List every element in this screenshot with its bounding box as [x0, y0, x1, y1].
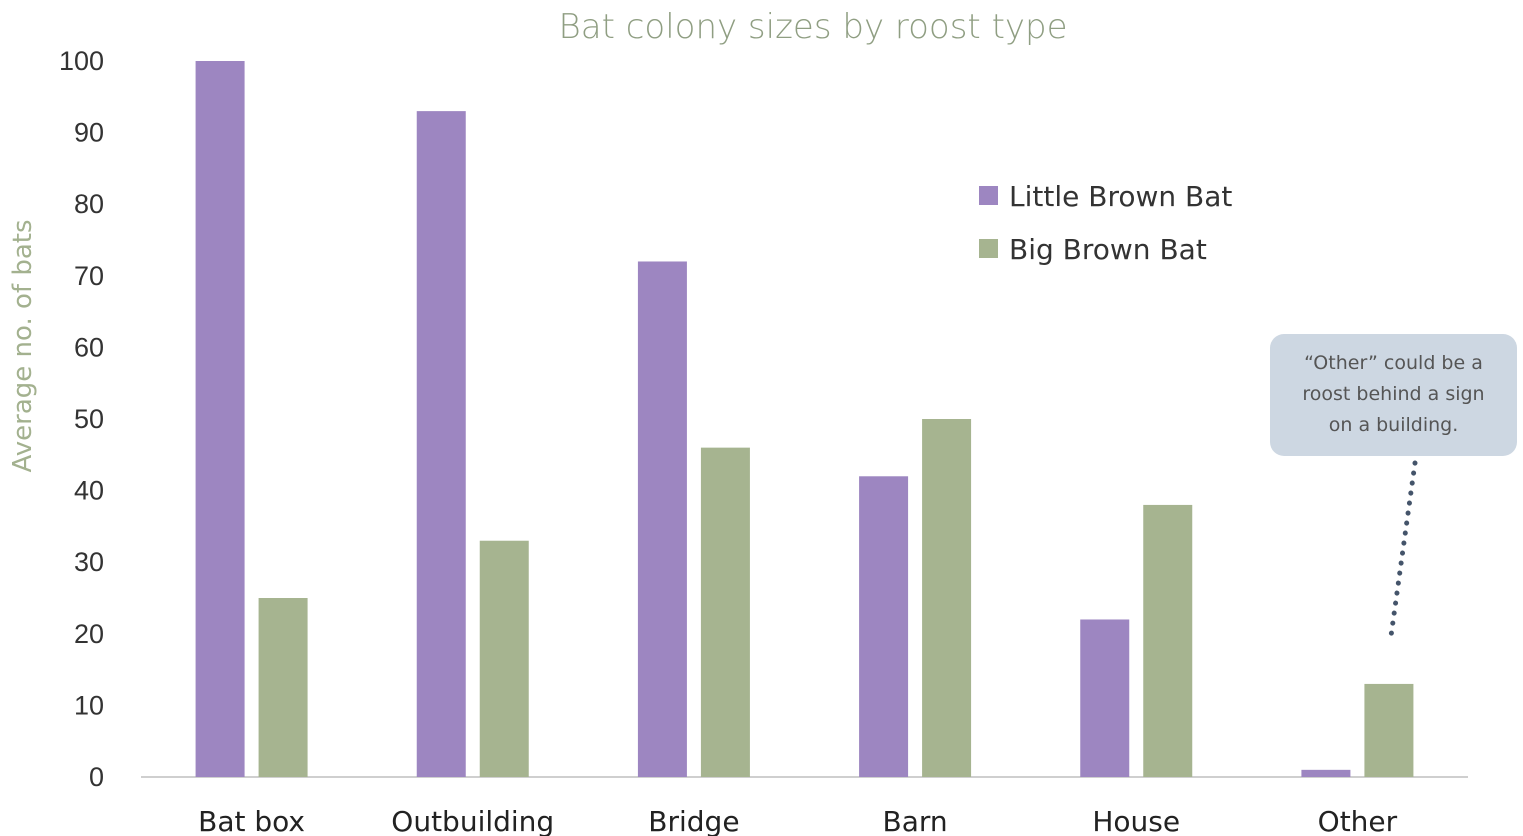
chart-title: Bat colony sizes by roost type	[558, 7, 1067, 47]
callout-pointer-dotted-line	[1388, 460, 1418, 639]
callout-annotation: “Other” could be a roost behind a sign on …	[1270, 334, 1517, 639]
bars-group	[195, 61, 1414, 778]
bar-big-brown-bat-house	[1143, 504, 1193, 777]
bar-big-brown-bat-other	[1364, 683, 1414, 777]
bar-little-brown-bat-bridge	[637, 261, 687, 778]
x-tick-label: Bridge	[648, 805, 739, 836]
x-axis-ticks: Bat box Outbuilding Bridge Barn House Other	[198, 805, 1397, 836]
bar-big-brown-bat-bat-box	[258, 598, 308, 777]
callout-text-line: on a building.	[1329, 414, 1459, 436]
bar-little-brown-bat-house	[1080, 619, 1130, 777]
y-tick-label: 60	[74, 332, 104, 362]
bar-little-brown-bat-outbuilding	[416, 111, 466, 778]
y-tick-label: 20	[74, 619, 104, 649]
x-tick-label: Other	[1318, 805, 1398, 836]
y-tick-label: 100	[59, 46, 104, 76]
legend-label: Little Brown Bat	[1009, 180, 1232, 213]
bar-little-brown-bat-barn	[859, 476, 909, 777]
y-axis-label: Average no. of bats	[8, 220, 38, 473]
bar-little-brown-bat-other	[1301, 769, 1351, 777]
bar-big-brown-bat-bridge	[700, 447, 750, 777]
legend-swatch	[979, 186, 998, 205]
y-tick-label: 50	[74, 404, 104, 434]
x-tick-label: House	[1092, 805, 1180, 836]
y-tick-label: 0	[89, 762, 104, 792]
y-tick-label: 80	[74, 189, 104, 219]
bar-big-brown-bat-barn	[922, 419, 972, 777]
y-tick-label: 70	[74, 261, 104, 291]
legend-label: Big Brown Bat	[1009, 233, 1207, 266]
x-tick-label: Bat box	[198, 805, 305, 836]
y-axis-ticks: 0 10 20 30 40 50 60 70 80 90 100	[59, 46, 104, 792]
bar-little-brown-bat-bat-box	[195, 61, 245, 777]
legend-swatch	[979, 239, 998, 258]
callout-text-line: “Other” could be a	[1304, 352, 1483, 374]
y-tick-label: 40	[74, 476, 104, 506]
callout-text-line: roost behind a sign	[1302, 383, 1484, 405]
legend: Little Brown Bat Big Brown Bat	[979, 180, 1232, 266]
x-tick-label: Barn	[883, 805, 948, 836]
y-tick-label: 30	[74, 547, 104, 577]
y-tick-label: 10	[74, 690, 104, 720]
bar-big-brown-bat-outbuilding	[479, 540, 529, 777]
callout-box	[1270, 334, 1517, 456]
x-tick-label: Outbuilding	[391, 805, 554, 836]
y-tick-label: 90	[74, 118, 104, 148]
